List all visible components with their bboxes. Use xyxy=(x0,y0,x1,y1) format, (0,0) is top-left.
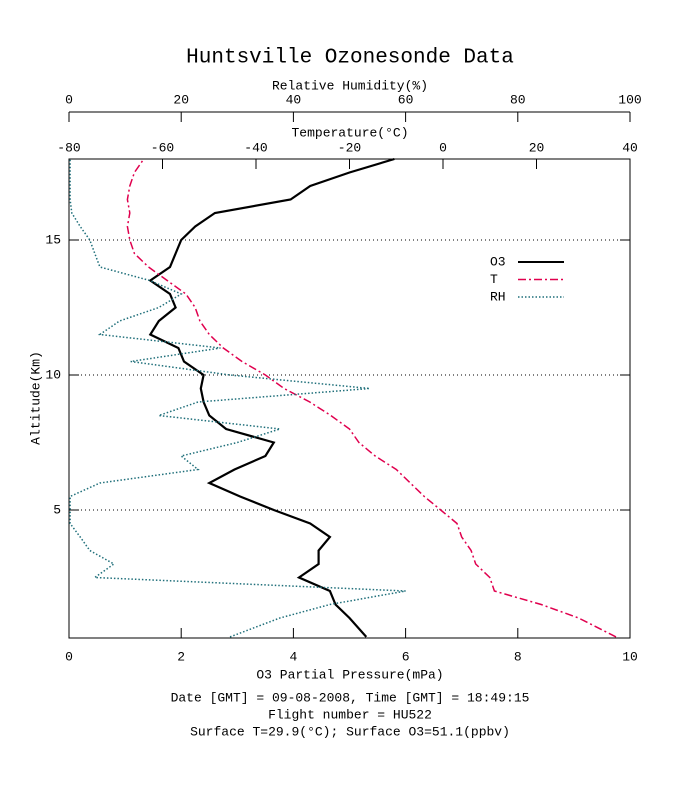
x-tick-label: 4 xyxy=(289,649,297,664)
chart-title: Huntsville Ozonesonde Data xyxy=(186,47,514,70)
temperature-tick-label: -60 xyxy=(151,140,174,155)
rh-tick-label: 100 xyxy=(618,92,641,107)
temperature-axis-label: Temperature(°C) xyxy=(291,125,408,140)
footer-line: Date [GMT] = 09-08-2008, Time [GMT] = 18… xyxy=(171,690,530,705)
rh-tick-label: 20 xyxy=(173,92,189,107)
series-line xyxy=(126,158,617,638)
legend-label: T xyxy=(490,272,498,287)
temperature-tick-label: -40 xyxy=(244,140,267,155)
x-tick-label: 6 xyxy=(402,649,410,664)
y-tick-label: 10 xyxy=(45,367,61,382)
x-tick-label: 2 xyxy=(177,649,185,664)
series-line xyxy=(69,159,406,638)
temperature-tick-label: 40 xyxy=(622,140,638,155)
x-tick-label: 8 xyxy=(514,649,522,664)
x-tick-label: 10 xyxy=(622,649,638,664)
rh-axis-label: Relative Humidity(%) xyxy=(272,78,428,93)
series-line xyxy=(148,157,395,638)
temperature-tick-label: -80 xyxy=(57,140,80,155)
footer-line: Flight number = HU522 xyxy=(268,707,432,722)
legend-label: O3 xyxy=(490,254,506,269)
temperature-tick-label: 20 xyxy=(529,140,545,155)
y-tick-label: 15 xyxy=(45,232,61,247)
y-axis-label: Altitude(Km) xyxy=(28,351,43,445)
rh-tick-label: 0 xyxy=(65,92,73,107)
plot-frame xyxy=(68,158,631,639)
x-tick-label: 0 xyxy=(65,649,73,664)
rh-tick-label: 40 xyxy=(286,92,302,107)
legend-label: RH xyxy=(490,289,506,304)
y-tick-label: 5 xyxy=(53,502,61,517)
rh-tick-label: 60 xyxy=(398,92,414,107)
temperature-tick-label: -20 xyxy=(338,140,361,155)
rh-tick-label: 80 xyxy=(510,92,526,107)
footer-line: Surface T=29.9(°C); Surface O3=51.1(ppbv… xyxy=(190,724,510,739)
temperature-tick-label: 0 xyxy=(439,140,447,155)
x-axis-label: O3 Partial Pressure(mPa) xyxy=(256,667,443,682)
